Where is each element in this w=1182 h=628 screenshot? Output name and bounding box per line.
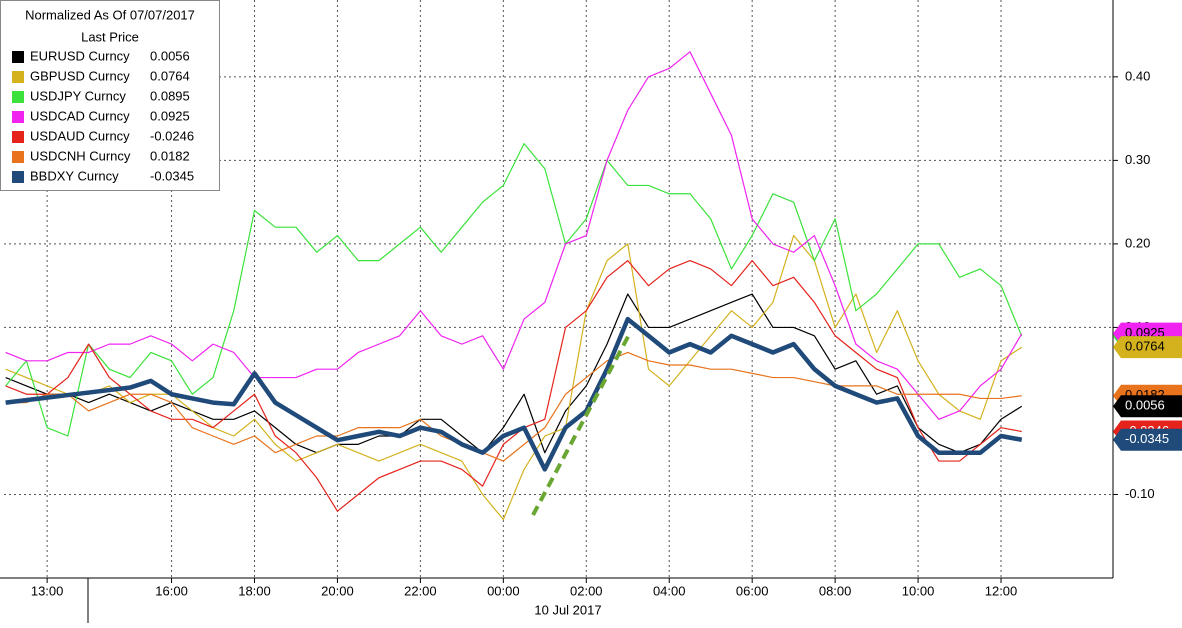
legend-value: -0.0345 — [150, 168, 194, 183]
legend-label: EURUSD Curncy — [30, 48, 130, 63]
legend-value: 0.0925 — [150, 108, 190, 123]
legend: EURUSD Curncy 0.0056 GBPUSD Curncy 0.0764 US… — [12, 48, 194, 183]
legend-swatch — [12, 51, 24, 63]
series-line — [5, 293, 1023, 454]
y-tick-label: 0.20 — [1125, 235, 1150, 250]
x-tick-label: 12:00 — [985, 583, 1018, 598]
legend-value: 0.0764 — [150, 68, 190, 83]
legend-value: 0.0895 — [150, 88, 190, 103]
legend-label: GBPUSD Curncy — [30, 68, 130, 83]
series-line — [5, 143, 1023, 437]
last-value-label: 0.0056 — [1125, 398, 1165, 413]
trend-annotation — [531, 332, 632, 516]
x-tick-label: 02:00 — [570, 583, 603, 598]
legend-value: 0.0182 — [150, 148, 190, 163]
legend-value: -0.0246 — [150, 128, 194, 143]
y-tick-label: 0.30 — [1125, 152, 1150, 167]
legend-label: USDJPY Curncy — [30, 88, 126, 103]
legend-swatch — [12, 91, 24, 103]
series-line — [5, 260, 1022, 512]
x-tick-label: 16:00 — [155, 583, 188, 598]
legend-swatch — [12, 131, 24, 143]
legend-swatch — [12, 111, 24, 123]
legend-label: BBDXY Curncy — [30, 168, 119, 183]
legend-subtitle: Last Price — [81, 29, 139, 44]
series-layer — [5, 51, 1023, 521]
x-caption: 10 Jul 2017 — [534, 602, 601, 617]
last-value-label: 0.0764 — [1125, 339, 1165, 354]
x-tick-label: 06:00 — [736, 583, 769, 598]
legend-swatch — [12, 151, 24, 163]
series-line — [5, 51, 1023, 420]
x-tick-label: 04:00 — [653, 583, 686, 598]
last-value-tags: 0.08950.0925-0.02460.01820.07640.0056-0.… — [1113, 322, 1182, 451]
y-tick-label: -0.10 — [1125, 486, 1155, 501]
x-tick-label: 10:00 — [902, 583, 935, 598]
x-tick-label: 13:00 — [31, 583, 64, 598]
series-line — [5, 351, 1022, 462]
legend-swatch — [12, 171, 24, 183]
last-value-tag — [1113, 336, 1182, 359]
legend-value: 0.0056 — [150, 48, 190, 63]
last-value-tag — [1113, 428, 1182, 451]
legend-label: USDCNH Curncy — [30, 148, 131, 163]
last-value-label: -0.0345 — [1125, 431, 1169, 446]
last-value-tag — [1113, 395, 1182, 418]
y-tick-label: 0.40 — [1125, 68, 1150, 83]
x-tick-label: 20:00 — [321, 583, 354, 598]
x-tick-label: 18:00 — [238, 583, 271, 598]
legend-title: Normalized As Of 07/07/2017 — [25, 7, 195, 22]
legend-label: USDCAD Curncy — [30, 108, 130, 123]
legend-box — [0, 0, 220, 191]
legend-label: USDAUD Curncy — [30, 128, 130, 143]
x-tick-label: 00:00 — [487, 583, 520, 598]
series-line — [5, 316, 1023, 472]
x-tick-label: 08:00 — [819, 583, 852, 598]
legend-swatch — [12, 71, 24, 83]
series-line — [5, 234, 1023, 521]
x-tick-label: 22:00 — [404, 583, 437, 598]
